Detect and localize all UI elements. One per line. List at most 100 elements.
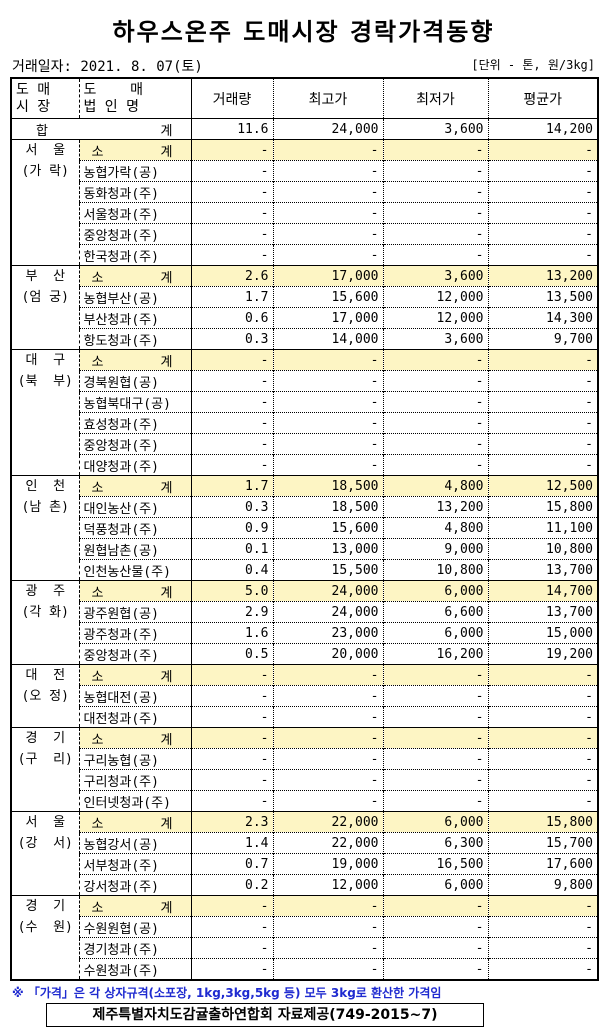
- cell-min: 12,000: [382, 286, 488, 308]
- cell-volume: -: [190, 664, 273, 686]
- corp-name: 수원원협(공): [78, 916, 191, 938]
- table-row: 인천농산물(주) 0.4 15,500 10,800 13,700: [11, 559, 598, 581]
- cell-avg: 19,200: [487, 643, 598, 665]
- cell-volume: -: [190, 454, 273, 476]
- corp-name: 대양청과(주): [78, 454, 191, 476]
- cell-volume: -: [190, 706, 273, 728]
- cell-volume: 0.2: [190, 874, 273, 896]
- cell-avg: -: [487, 454, 598, 476]
- cell-max: -: [272, 769, 383, 791]
- cell-max: -: [272, 916, 383, 938]
- table-row: 농협북대구(공) - - - -: [11, 391, 598, 413]
- market-name: 부 산 (엄 궁): [11, 265, 79, 350]
- cell-avg: -: [487, 244, 598, 266]
- cell-avg: -: [487, 706, 598, 728]
- corp-name: 수원청과(주): [78, 958, 191, 980]
- cell-avg: -: [487, 958, 598, 980]
- cell-avg: -: [487, 685, 598, 707]
- table-row: 수원원협(공) - - - -: [11, 916, 598, 938]
- cell-volume: -: [190, 769, 273, 791]
- corp-name: 농협부산(공): [78, 286, 191, 308]
- market-name: 광 주 (각 화): [11, 580, 79, 665]
- cell-avg: 13,700: [487, 601, 598, 623]
- cell-volume: 0.7: [190, 853, 273, 875]
- cell-min: 16,500: [382, 853, 488, 875]
- corp-name: 대인농산(주): [78, 496, 191, 518]
- cell-avg: -: [487, 916, 598, 938]
- total-volume: 11.6: [190, 118, 273, 140]
- cell-volume: -: [190, 937, 273, 959]
- cell-max: -: [272, 748, 383, 770]
- cell-volume: -: [190, 916, 273, 938]
- table-row: 항도청과(주) 0.3 14,000 3,600 9,700: [11, 328, 598, 350]
- cell-avg: 15,800: [487, 811, 598, 833]
- cell-min: 12,000: [382, 307, 488, 329]
- corp-name: 구리청과(주): [78, 769, 191, 791]
- corp-name: 서부청과(주): [78, 853, 191, 875]
- total-avg: 14,200: [487, 118, 598, 140]
- corp-name: 중앙청과(주): [78, 643, 191, 665]
- table-row: 중앙청과(주) - - - -: [11, 433, 598, 455]
- cell-max: -: [272, 937, 383, 959]
- cell-min: 13,200: [382, 496, 488, 518]
- corp-name: 원협남촌(공): [78, 538, 191, 560]
- cell-avg: 13,700: [487, 559, 598, 581]
- cell-avg: 10,800: [487, 538, 598, 560]
- cell-max: 15,600: [272, 517, 383, 539]
- subtotal-row: 경 기 (수 원) 소 계 - - - -: [11, 895, 598, 980]
- cell-avg: -: [487, 349, 598, 371]
- trade-date: 거래일자: 2021. 8. 07(토): [12, 59, 203, 75]
- market-name: 경 기 (구 리): [11, 727, 79, 812]
- corp-name: 강서청과(주): [78, 874, 191, 896]
- cell-min: -: [382, 769, 488, 791]
- cell-min: 6,000: [382, 622, 488, 644]
- table-row: 구리농협(공) - - - -: [11, 748, 598, 770]
- table-row: 농협강서(공) 1.4 22,000 6,300 15,700: [11, 832, 598, 854]
- cell-min: 3,600: [382, 265, 488, 287]
- cell-avg: 14,300: [487, 307, 598, 329]
- cell-min: 16,200: [382, 643, 488, 665]
- cell-avg: -: [487, 391, 598, 413]
- corp-name: 덕풍청과(주): [78, 517, 191, 539]
- table-row: 대인농산(주) 0.3 18,500 13,200 15,800: [11, 496, 598, 518]
- cell-min: -: [382, 685, 488, 707]
- corp-name: 인터넷청과(주): [78, 790, 191, 812]
- cell-min: 4,800: [382, 517, 488, 539]
- cell-volume: -: [190, 223, 273, 245]
- corp-name: 농협대전(공): [78, 685, 191, 707]
- cell-volume: 1.4: [190, 832, 273, 854]
- cell-volume: 2.3: [190, 811, 273, 833]
- cell-min: -: [382, 748, 488, 770]
- cell-max: 18,500: [272, 496, 383, 518]
- cell-max: -: [272, 202, 383, 224]
- cell-avg: 9,800: [487, 874, 598, 896]
- cell-volume: -: [190, 244, 273, 266]
- cell-volume: 0.3: [190, 496, 273, 518]
- cell-max: 22,000: [272, 832, 383, 854]
- corp-name: 중앙청과(주): [78, 433, 191, 455]
- cell-avg: 15,000: [487, 622, 598, 644]
- cell-avg: -: [487, 937, 598, 959]
- cell-avg: 9,700: [487, 328, 598, 350]
- cell-min: -: [382, 433, 488, 455]
- cell-volume: -: [190, 370, 273, 392]
- cell-max: -: [272, 727, 383, 749]
- cell-min: -: [382, 916, 488, 938]
- cell-min: -: [382, 412, 488, 434]
- total-min: 3,600: [382, 118, 488, 140]
- cell-min: 6,000: [382, 874, 488, 896]
- subtotal-row: 서 울 (강 서) 소 계 2.3 22,000 6,000 15,800: [11, 811, 598, 896]
- cell-volume: 1.6: [190, 622, 273, 644]
- cell-min: -: [382, 664, 488, 686]
- cell-volume: 1.7: [190, 475, 273, 497]
